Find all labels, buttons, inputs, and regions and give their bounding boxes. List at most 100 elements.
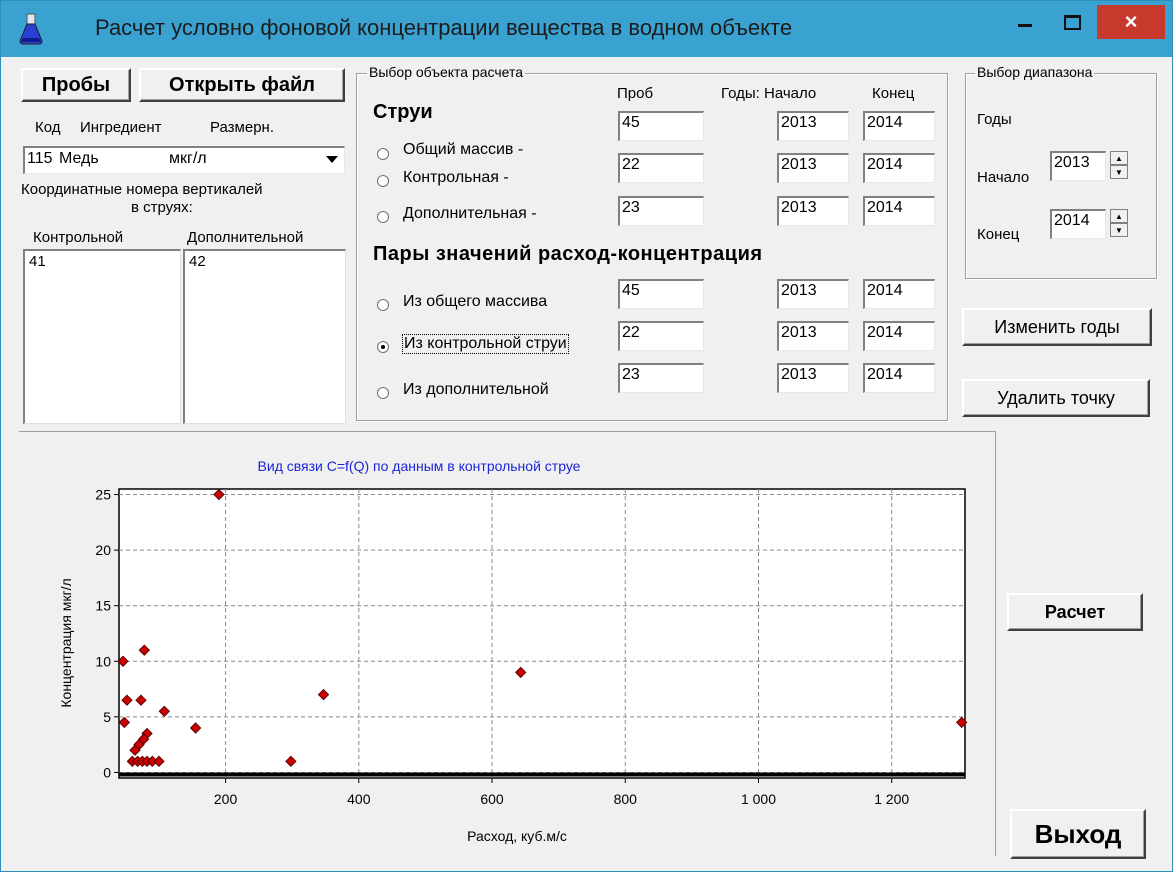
radio-stream-total[interactable] — [377, 148, 389, 160]
stream-additional-samples[interactable]: 23 — [618, 196, 704, 226]
radio-pairs-control[interactable] — [377, 341, 389, 353]
pairs-total-start[interactable]: 2013 — [777, 279, 849, 309]
exit-label: Выход — [1034, 818, 1122, 849]
scatter-point[interactable] — [153, 755, 165, 768]
stream-total-samples[interactable]: 45 — [618, 111, 704, 141]
scatter-point[interactable] — [285, 755, 297, 768]
list-item[interactable]: 42 — [189, 253, 206, 270]
pairs-additional-label[interactable]: Из дополнительной — [403, 381, 549, 398]
chart-title: Вид связи C=f(Q) по данным в контрольной… — [258, 458, 581, 474]
range-start-label: Начало — [977, 169, 1030, 186]
scatter-point[interactable] — [514, 666, 527, 679]
object-group — [356, 73, 948, 421]
minimize-icon — [1018, 23, 1032, 27]
exit-button[interactable]: Выход — [1010, 809, 1146, 859]
flask-icon — [19, 13, 43, 45]
stream-total-end[interactable]: 2014 — [863, 111, 935, 141]
scatter-point[interactable] — [129, 744, 141, 756]
object-group-title: Выбор объекта расчета — [367, 64, 526, 80]
radio-stream-additional[interactable] — [377, 211, 389, 223]
unit-header: Размерн. — [210, 119, 275, 136]
additional-vertical-header: Дополнительной — [187, 229, 304, 246]
y-tick-label: 10 — [95, 653, 111, 669]
ingredient-name: Медь — [58, 150, 99, 167]
scatter-point[interactable] — [117, 655, 129, 667]
spin-up-icon[interactable]: ▲ — [1110, 151, 1128, 165]
range-start-input[interactable]: 2013 — [1050, 151, 1106, 181]
y-tick-label: 0 — [103, 764, 111, 780]
radio-pairs-total[interactable] — [377, 299, 389, 311]
scatter-point[interactable] — [189, 722, 202, 734]
scatter-point[interactable] — [135, 694, 147, 706]
pairs-control-end[interactable]: 2014 — [863, 321, 935, 351]
calculate-button[interactable]: Расчет — [1007, 593, 1143, 631]
pairs-additional-samples[interactable]: 23 — [618, 363, 704, 393]
pairs-control-samples[interactable]: 22 — [618, 321, 704, 351]
pairs-additional-end[interactable]: 2014 — [863, 363, 935, 393]
control-vertical-header: Контрольной — [33, 229, 124, 246]
x-axis-label: Расход, куб.м/с — [467, 828, 567, 844]
list-item[interactable]: 41 — [29, 253, 46, 270]
plot-frame — [118, 488, 966, 779]
spin-up-icon[interactable]: ▲ — [1110, 209, 1128, 223]
pairs-control-label[interactable]: Из контрольной струи — [402, 334, 569, 354]
chart-area: Вид связи C=f(Q) по данным в контрольной… — [19, 433, 995, 853]
stream-additional-label[interactable]: Дополнительная - — [403, 205, 537, 222]
radio-stream-control[interactable] — [377, 175, 389, 187]
scatter-point[interactable] — [121, 694, 133, 706]
col-years-start-header: Годы: Начало — [721, 85, 817, 102]
range-end-input[interactable]: 2014 — [1050, 209, 1106, 239]
minimize-button[interactable] — [1004, 5, 1046, 39]
col-end-header: Конец — [872, 85, 915, 102]
calculate-label: Расчет — [1044, 601, 1106, 622]
x-tick-label: 800 — [614, 791, 638, 807]
pairs-additional-start[interactable]: 2013 — [777, 363, 849, 393]
change-years-button[interactable]: Изменить годы — [962, 308, 1152, 346]
range-start-spinner[interactable]: ▲ ▼ — [1110, 151, 1128, 181]
spin-down-icon[interactable]: ▼ — [1110, 165, 1128, 179]
pairs-heading: Пары значений расход-концентрация — [373, 243, 763, 265]
stream-control-label[interactable]: Контрольная - — [403, 169, 509, 186]
y-tick-label: 25 — [95, 487, 111, 503]
chevron-down-icon[interactable] — [322, 150, 342, 170]
control-verticals-list[interactable]: 41 — [23, 249, 181, 424]
pairs-total-label[interactable]: Из общего массива — [403, 293, 548, 310]
verticals-title-line2: в струях: — [131, 199, 193, 216]
pairs-total-end[interactable]: 2014 — [863, 279, 935, 309]
stream-total-start[interactable]: 2013 — [777, 111, 849, 141]
scatter-point[interactable] — [158, 705, 171, 718]
stream-additional-end[interactable]: 2014 — [863, 196, 935, 226]
scatter-point[interactable] — [118, 716, 131, 729]
open-file-button-label: Открыть файл — [169, 73, 315, 96]
streams-heading: Струи — [373, 101, 433, 123]
additional-verticals-list[interactable]: 42 — [183, 249, 346, 424]
range-group-title: Выбор диапазона — [975, 64, 1095, 80]
spin-down-icon[interactable]: ▼ — [1110, 223, 1128, 237]
stream-total-label[interactable]: Общий массив - — [403, 141, 524, 158]
stream-control-samples[interactable]: 22 — [618, 153, 704, 183]
code-header: Код — [35, 119, 61, 136]
scatter-chart[interactable]: Вид связи C=f(Q) по данным в контрольной… — [19, 433, 995, 853]
scatter-point[interactable] — [317, 688, 330, 701]
scatter-point[interactable] — [955, 716, 968, 729]
samples-button[interactable]: Пробы — [21, 68, 131, 102]
stream-additional-start[interactable]: 2013 — [777, 196, 849, 226]
ingredient-select[interactable]: 115 Медь мкг/л — [23, 146, 345, 174]
delete-point-button[interactable]: Удалить точку — [962, 379, 1150, 417]
scatter-point[interactable] — [138, 644, 151, 656]
close-button[interactable]: × — [1097, 5, 1165, 39]
change-years-label: Изменить годы — [994, 316, 1120, 337]
pairs-total-samples[interactable]: 45 — [618, 279, 704, 309]
maximize-button[interactable] — [1051, 5, 1093, 39]
open-file-button[interactable]: Открыть файл — [139, 68, 345, 102]
scatter-point[interactable] — [213, 488, 225, 501]
title-bar[interactable]: Расчет условно фоновой концентрации веще… — [1, 1, 1172, 57]
stream-control-start[interactable]: 2013 — [777, 153, 849, 183]
y-tick-label: 5 — [103, 709, 111, 725]
radio-pairs-additional[interactable] — [377, 387, 389, 399]
x-tick-label: 600 — [480, 791, 504, 807]
range-end-spinner[interactable]: ▲ ▼ — [1110, 209, 1128, 239]
stream-control-end[interactable]: 2014 — [863, 153, 935, 183]
pairs-control-start[interactable]: 2013 — [777, 321, 849, 351]
